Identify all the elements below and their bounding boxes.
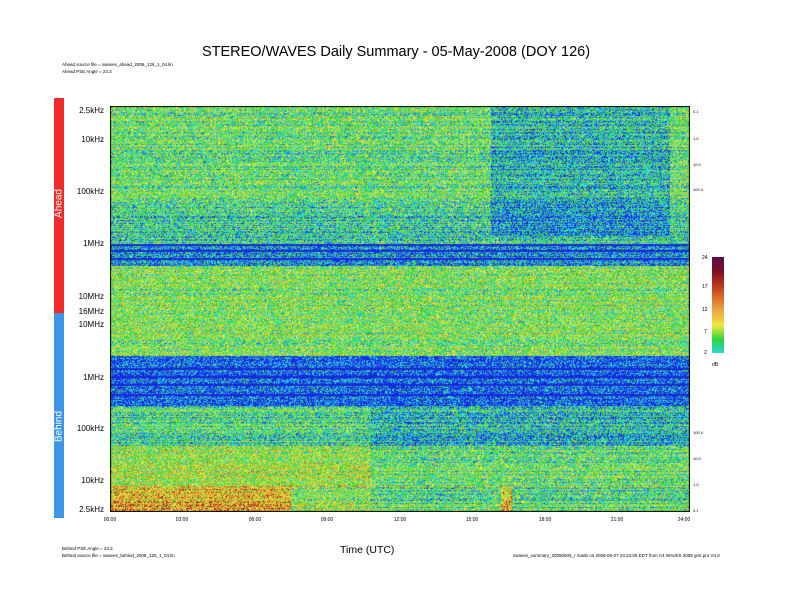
y-tick-label: 10MHz: [78, 292, 104, 301]
colorbar-tick: 2: [704, 350, 707, 356]
right-tick-label: 100.0: [693, 187, 704, 192]
y-tick-label: 100kHz: [76, 424, 104, 433]
y-tick-label: 1MHz: [83, 373, 104, 382]
y-tick-label: 2.5kHz: [79, 505, 104, 514]
y-tick-label: 2.5kHz: [79, 106, 104, 115]
colorbar-tick: 17: [702, 284, 708, 290]
x-tick-label: 18:00: [538, 517, 552, 523]
ahead-source-note: Ahead source file = swaves_ahead_2008_12…: [62, 62, 173, 67]
chart-title: STEREO/WAVES Daily Summary - 05-May-2008…: [201, 44, 591, 60]
generation-note: swaves_summary_20080505_r made on 2008-0…: [513, 553, 720, 558]
ahead-pse-note: Ahead PSE Angle = 23.3: [62, 69, 112, 74]
y-tick-label: 10kHz: [81, 476, 104, 485]
x-tick-label: 03:00: [175, 517, 189, 523]
x-tick-label: 21:00: [610, 517, 624, 523]
y-tick-label: 16MHz: [78, 307, 104, 316]
x-tick-label: 12:00: [393, 517, 407, 523]
right-tick-label: 10.0: [693, 162, 701, 167]
right-tick-label: 10.0: [693, 456, 701, 461]
x-tick-label: 24:00: [677, 517, 691, 523]
right-tick-label: 0.1: [693, 109, 699, 114]
colorbar-unit: dB: [712, 362, 719, 368]
x-axis-label: Time (UTC): [340, 544, 395, 556]
colorbar-tick: 12: [702, 307, 708, 313]
x-tick-label: 15:00: [465, 517, 479, 523]
behind-pse-note: Behind PSE Angle = 23.3: [62, 546, 113, 551]
y-tick-label: 10kHz: [81, 135, 104, 144]
colorbar: [712, 257, 724, 353]
x-tick-label: 09:00: [320, 517, 334, 523]
x-tick-label: 06:00: [248, 517, 262, 523]
right-tick-label: 1.0: [693, 136, 699, 141]
y-tick-label: 100kHz: [76, 187, 104, 196]
x-tick-label: 00:00: [103, 517, 117, 523]
right-tick-label: 0.1: [693, 508, 699, 513]
y-tick-label: 1MHz: [83, 239, 104, 248]
colorbar-tick: 24: [702, 255, 708, 261]
ahead-band: Ahead: [54, 98, 65, 313]
right-tick-label: 100.0: [693, 430, 704, 435]
behind-source-note: Behind source file = swaves_behind_2008_…: [62, 553, 175, 558]
behind-band: Behind: [54, 313, 65, 518]
right-tick-label: 1.0: [693, 482, 699, 487]
y-tick-label: 10MHz: [78, 320, 104, 329]
colorbar-tick: 7: [704, 329, 707, 335]
spectrogram-plot: [110, 106, 690, 512]
